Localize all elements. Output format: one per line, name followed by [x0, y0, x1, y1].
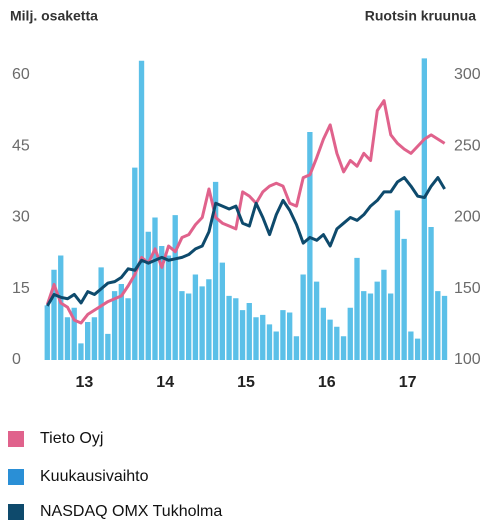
bar — [219, 262, 225, 360]
bar — [172, 215, 178, 360]
legend-swatch — [8, 504, 24, 520]
bar — [300, 274, 306, 360]
y2-axis-title: Ruotsin kruunua — [365, 8, 476, 24]
x-tick-label: 16 — [318, 374, 336, 391]
bar — [98, 267, 104, 360]
bar — [307, 132, 313, 360]
bar — [347, 307, 353, 360]
legend-swatch — [8, 469, 24, 485]
y2-tick-label: 150 — [454, 280, 481, 297]
y-tick-label: 15 — [12, 280, 30, 297]
y-tick-label: 30 — [12, 209, 30, 226]
bar — [280, 310, 286, 360]
y2-tick-label: 300 — [454, 66, 481, 83]
x-tick-label: 15 — [237, 374, 255, 391]
bar — [239, 310, 246, 360]
bar — [388, 293, 394, 360]
bar — [118, 284, 124, 360]
bar — [287, 312, 293, 360]
bar — [85, 322, 91, 360]
legend-swatch — [8, 431, 24, 447]
bar — [58, 255, 64, 360]
bar — [401, 238, 407, 360]
bar — [78, 343, 84, 360]
bar — [165, 255, 172, 360]
bar — [105, 333, 111, 360]
y-axis-title: Milj. osaketta — [10, 8, 98, 24]
bar — [428, 227, 434, 360]
legend-label: Tieto Oyj — [40, 430, 103, 447]
bar — [138, 60, 145, 360]
bar — [186, 293, 192, 360]
bar — [159, 246, 165, 360]
bar — [273, 331, 279, 360]
y-tick-label: 60 — [12, 66, 30, 83]
bar — [246, 303, 252, 360]
bar — [226, 295, 232, 360]
bar — [361, 291, 367, 360]
bar — [293, 336, 300, 360]
bar — [266, 324, 273, 360]
bar — [199, 286, 205, 360]
y2-tick-label: 100 — [454, 351, 481, 368]
bar — [441, 295, 448, 360]
bar — [206, 279, 212, 360]
y-tick-label: 45 — [12, 137, 30, 154]
bar — [44, 305, 50, 360]
bar — [212, 181, 219, 360]
x-tick-label: 13 — [76, 374, 94, 391]
bar — [179, 291, 185, 360]
y-tick-label: 0 — [12, 351, 21, 368]
bar — [435, 291, 441, 360]
bar — [334, 326, 340, 360]
bar — [51, 269, 57, 360]
bar — [340, 336, 347, 360]
bar — [192, 274, 199, 360]
bar — [374, 281, 380, 360]
bar — [313, 281, 320, 360]
bar — [320, 307, 326, 360]
legend-label: Kuukausivaihto — [40, 468, 149, 485]
legend-label: NASDAQ OMX Tukholma — [40, 503, 222, 520]
bar — [111, 291, 118, 360]
bar — [260, 314, 266, 360]
bar — [91, 317, 98, 360]
bar — [381, 269, 387, 360]
bar — [394, 210, 401, 360]
line — [46, 176, 446, 307]
bar — [354, 257, 360, 360]
bar — [64, 317, 71, 360]
bar — [421, 58, 427, 360]
x-tick-label: 17 — [399, 374, 417, 391]
bar — [367, 293, 374, 360]
y2-tick-label: 250 — [454, 137, 481, 154]
bar — [327, 319, 333, 360]
bar — [253, 317, 259, 360]
x-tick-label: 14 — [156, 374, 174, 391]
bar — [414, 338, 421, 360]
line — [45, 99, 446, 325]
bar — [408, 331, 414, 360]
bar — [71, 307, 77, 360]
y2-tick-label: 200 — [454, 209, 481, 226]
bar — [125, 298, 131, 360]
bar — [152, 217, 158, 360]
bar — [132, 167, 138, 360]
bar — [145, 231, 151, 360]
bar — [233, 298, 239, 360]
